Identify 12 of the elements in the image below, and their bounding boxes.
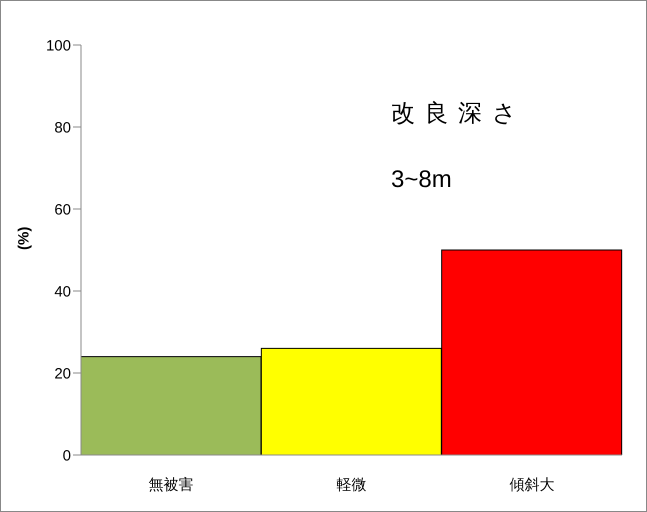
y-tick-label: 80	[54, 119, 71, 136]
y-tick-label: 60	[54, 201, 71, 218]
x-tick-label: 傾斜大	[509, 476, 554, 494]
y-tick-label: 100	[46, 37, 71, 54]
y-axis-title: (%)	[15, 226, 32, 250]
y-tick-label: 40	[54, 283, 71, 300]
annotation: 改良深さ	[391, 99, 526, 129]
x-tick-label: 無被害	[148, 476, 194, 494]
annotation: 3~8m	[391, 166, 452, 194]
y-tick-label: 20	[54, 365, 71, 382]
x-tick-label: 軽微	[336, 476, 366, 494]
y-tick-label: 0	[62, 447, 71, 464]
